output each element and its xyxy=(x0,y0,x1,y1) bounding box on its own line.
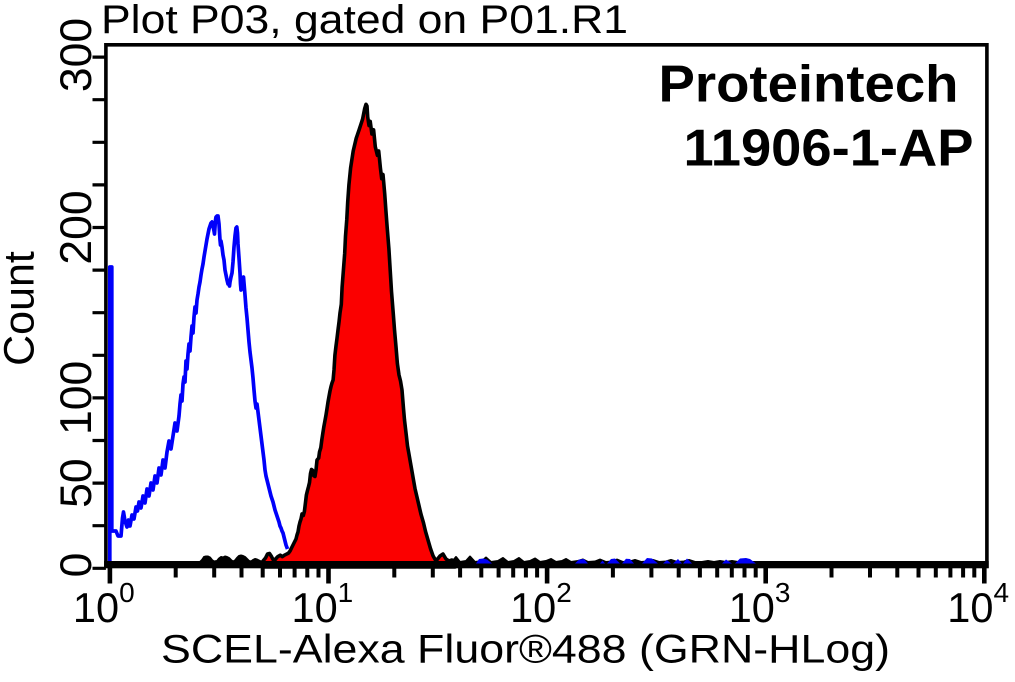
svg-text:SCEL-Alexa Fluor®488 (GRN-HLog: SCEL-Alexa Fluor®488 (GRN-HLog) xyxy=(161,627,890,671)
svg-text:50: 50 xyxy=(52,458,101,508)
svg-text:Plot P03, gated on P01.R1: Plot P03, gated on P01.R1 xyxy=(101,0,628,42)
svg-text:100: 100 xyxy=(52,361,101,435)
svg-text:11906-1-AP: 11906-1-AP xyxy=(684,119,974,177)
svg-text:200: 200 xyxy=(52,190,101,264)
svg-text:Count: Count xyxy=(0,251,44,366)
svg-text:300: 300 xyxy=(52,18,101,92)
svg-text:Proteintech: Proteintech xyxy=(659,56,959,114)
svg-text:0: 0 xyxy=(52,553,101,578)
